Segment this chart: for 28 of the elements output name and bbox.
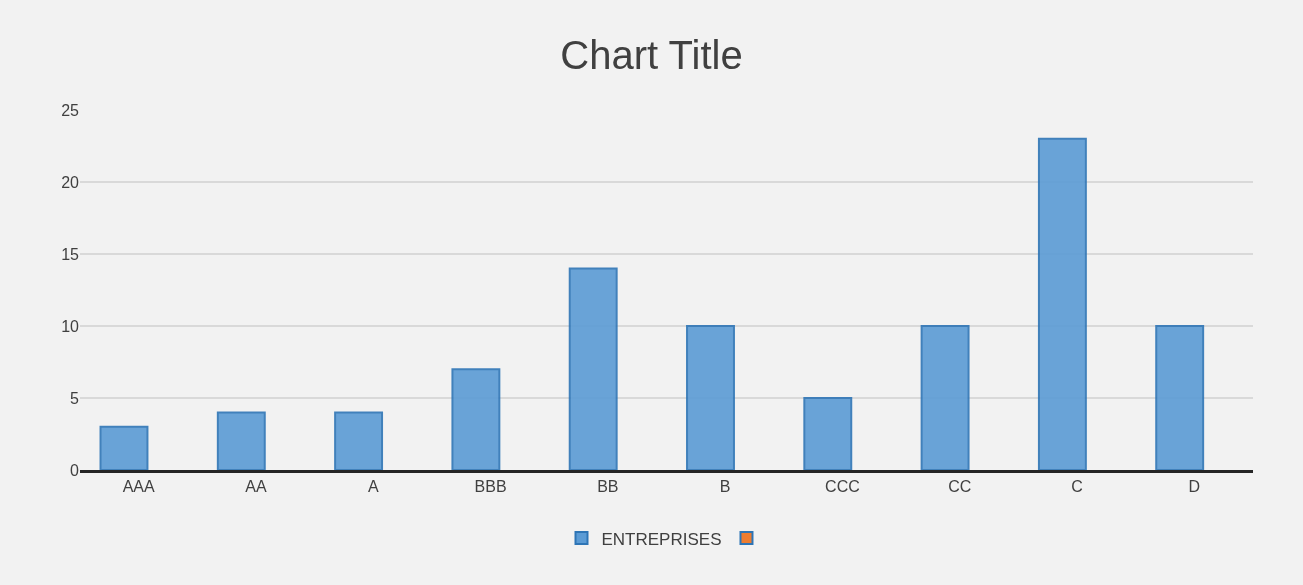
y-tick-label: 20 <box>61 173 80 191</box>
x-tick-label: CC <box>948 478 972 496</box>
bar <box>99 425 149 470</box>
bar <box>568 267 618 470</box>
x-tick-label: C <box>1071 478 1083 496</box>
x-tick-label: A <box>367 478 379 496</box>
x-tick-label: BBB <box>474 478 507 496</box>
y-tick-label: 0 <box>70 461 80 479</box>
bar <box>216 411 266 470</box>
bar <box>334 411 384 470</box>
y-tick-label: 10 <box>61 317 80 335</box>
y-tick-label: 15 <box>61 245 80 263</box>
bar <box>451 368 501 470</box>
y-tick-label: 5 <box>70 389 80 407</box>
x-tick-label: D <box>1188 478 1201 496</box>
bar <box>1155 325 1205 470</box>
x-tick-label: AA <box>245 478 267 496</box>
x-tick-label: BB <box>597 478 619 496</box>
chart-title: Chart Title <box>560 32 743 77</box>
x-tick-label: AAA <box>122 478 155 496</box>
y-tick-label: 25 <box>61 101 80 119</box>
x-tick-label: B <box>719 478 731 496</box>
bar <box>803 397 853 470</box>
bar <box>686 325 735 470</box>
legend-label: ENTREPRISES <box>601 529 722 549</box>
bar <box>1037 137 1087 470</box>
bar <box>920 325 970 470</box>
x-tick-label: CCC <box>825 478 860 496</box>
